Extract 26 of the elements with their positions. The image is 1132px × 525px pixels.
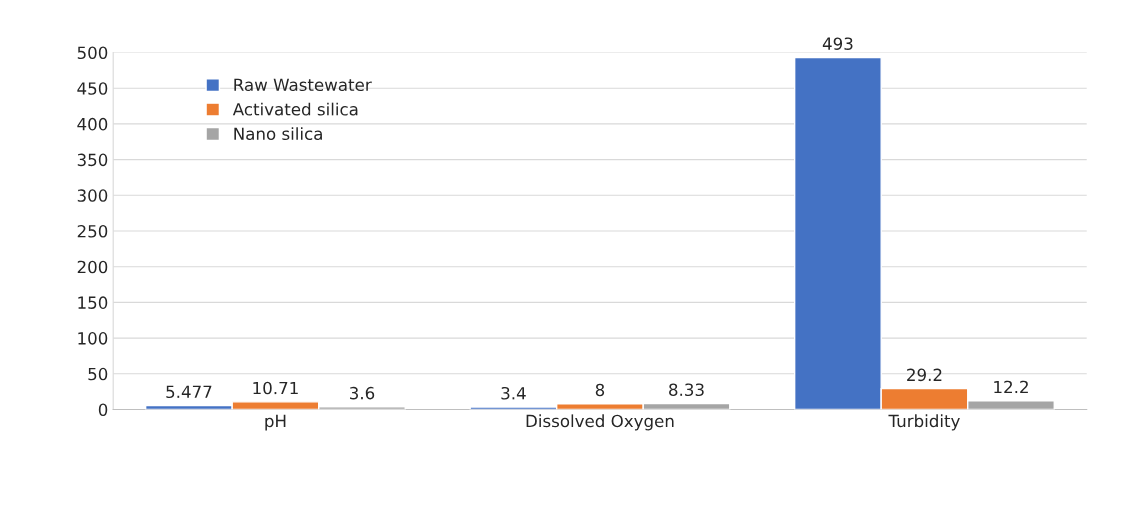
- y-tick-label: 450: [77, 82, 108, 95]
- data-label: 10.71: [253, 381, 298, 395]
- data-label: 3.6: [350, 386, 375, 400]
- data-label: 29.2: [907, 368, 942, 382]
- y-tick-label: 300: [77, 189, 108, 202]
- y-tick-label: 200: [77, 260, 108, 274]
- data-label: 3.4: [501, 386, 526, 400]
- x-tick-label: Turbidity: [888, 414, 960, 431]
- data-label: 5.477: [166, 385, 212, 399]
- x-tick-label: pH: [265, 414, 286, 431]
- y-tick-label: 400: [77, 117, 108, 131]
- y-tick-label: 50: [88, 367, 108, 381]
- legend-label: Raw Wastewater: [234, 78, 372, 92]
- x-tick-label: Dissolved Oxygen: [526, 414, 674, 431]
- legend-label: Nano silica: [234, 127, 322, 141]
- data-label: 493: [822, 37, 853, 50]
- y-tick-label: 100: [78, 332, 108, 345]
- y-tick-label: 150: [78, 296, 108, 309]
- data-label: 8.33: [669, 383, 704, 397]
- data-label: 8: [595, 383, 605, 397]
- y-tick-label: 350: [77, 153, 108, 167]
- y-tick-label: 500: [77, 46, 108, 60]
- data-label: 12.2: [994, 380, 1028, 394]
- y-tick-label: 0: [98, 403, 108, 417]
- legend-label: Activated silica: [232, 102, 358, 116]
- y-tick-label: 250: [77, 224, 108, 238]
